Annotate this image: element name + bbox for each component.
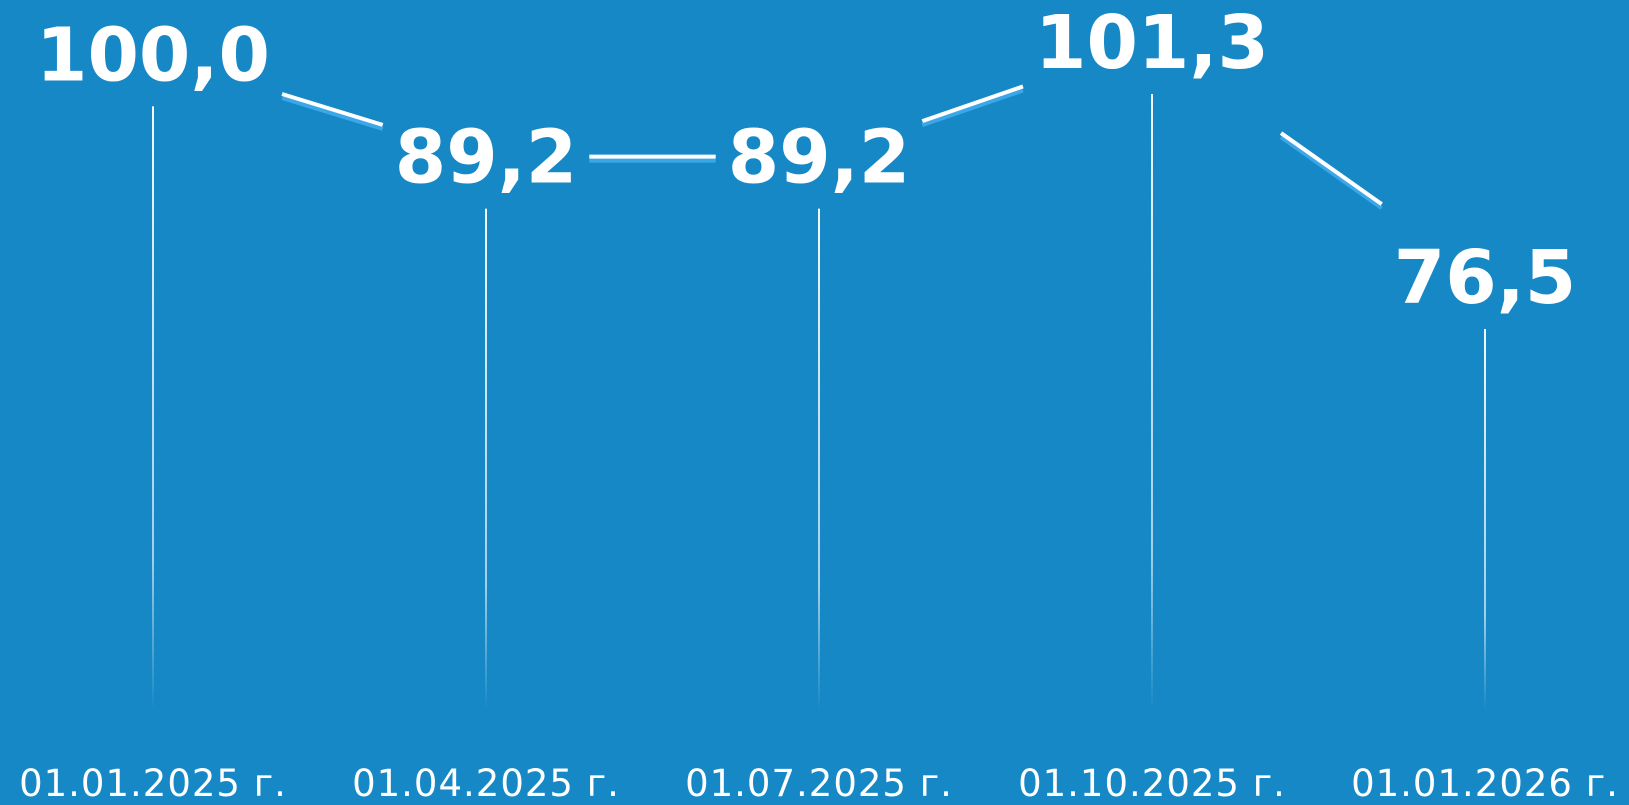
x-tick-label: 01.01.2025 г. [19, 762, 287, 805]
value-label: 89,2 [728, 115, 911, 201]
value-label: 76,5 [1394, 235, 1577, 321]
x-tick-label: 01.10.2025 г. [1018, 762, 1286, 805]
drop-line [152, 106, 154, 711]
line-segment-shadow [1279, 135, 1383, 210]
line-segment-shadow [921, 88, 1024, 127]
line-segment [921, 84, 1024, 123]
line-segment-shadow [281, 96, 384, 131]
value-labels: 100,0 89,2 89,2 101,3 76,5 [36, 0, 1576, 321]
line-segment [281, 92, 384, 127]
line-segment [1279, 131, 1383, 206]
x-tick-label: 01.07.2025 г. [685, 762, 953, 805]
drop-line [485, 208, 487, 710]
value-label: 89,2 [395, 115, 578, 201]
x-axis-ticks: 01.01.2025 г. 01.04.2025 г. 01.07.2025 г. 0… [19, 762, 1619, 805]
drop-line [1484, 329, 1486, 710]
drop-line [1151, 94, 1153, 710]
value-label: 101,3 [1035, 0, 1269, 86]
x-tick-label: 01.04.2025 г. [352, 762, 620, 805]
drop-lines [152, 94, 1486, 711]
drop-line [818, 208, 820, 710]
value-label: 100,0 [36, 12, 270, 98]
x-tick-label: 01.01.2026 г. [1351, 762, 1619, 805]
series-line [281, 84, 1383, 210]
